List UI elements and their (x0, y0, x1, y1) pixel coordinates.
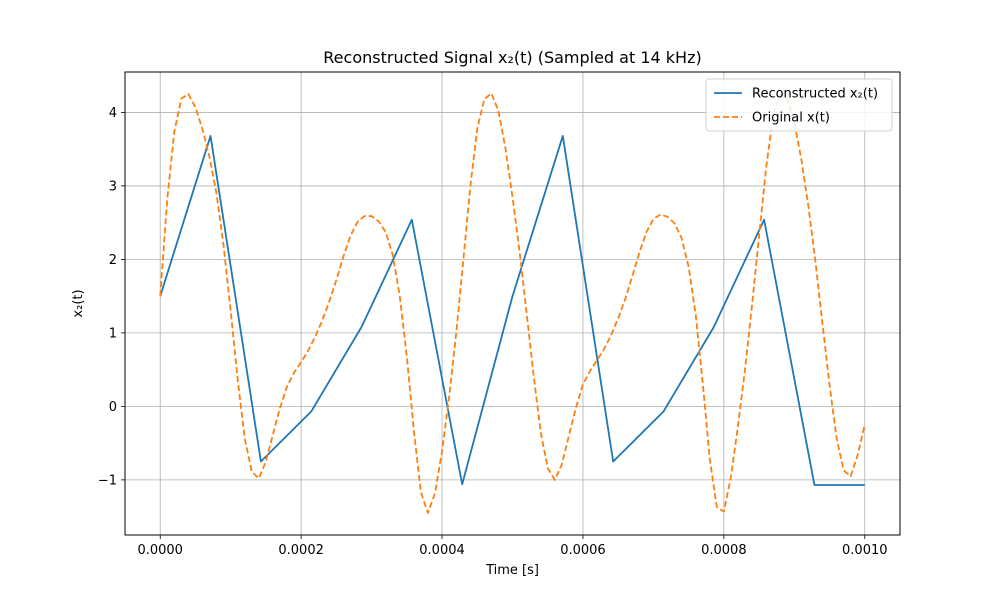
axis-ticks: 0.0000 0.0002 0.0004 0.0006 0.0008 0.0010 −1 0 1… (98, 106, 888, 558)
x-tick-label: 0.0000 (137, 543, 183, 558)
y-tick-label: −1 (98, 473, 117, 488)
x-tick-label: 0.0006 (560, 543, 606, 558)
legend: Reconstructed x₂(t) Original x(t) (705, 78, 893, 132)
y-tick-label: 4 (109, 106, 117, 121)
y-tick-label: 0 (109, 400, 117, 415)
x-tick-label: 0.0008 (701, 543, 747, 558)
legend-label-reconstructed: Reconstructed x₂(t) (752, 87, 878, 102)
y-tick-label: 1 (109, 326, 117, 341)
x-tick-label: 0.0002 (278, 543, 324, 558)
legend-label-original: Original x(t) (752, 111, 830, 126)
legend-box (705, 78, 893, 132)
x-tick-label: 0.0010 (842, 543, 888, 558)
x-tick-label: 0.0004 (419, 543, 465, 558)
x-axis-label: Time [s] (485, 563, 539, 578)
original-series-line (159, 92, 866, 514)
y-tick-label: 3 (109, 179, 117, 194)
y-axis-label: x₂(t) (71, 289, 86, 317)
y-tick-label: 2 (109, 253, 117, 268)
series-layer (159, 92, 866, 514)
reconstructed-series-line (159, 135, 865, 486)
plot-frame (124, 71, 901, 536)
chart-title: Reconstructed Signal x₂(t) (Sampled at 1… (323, 48, 701, 67)
